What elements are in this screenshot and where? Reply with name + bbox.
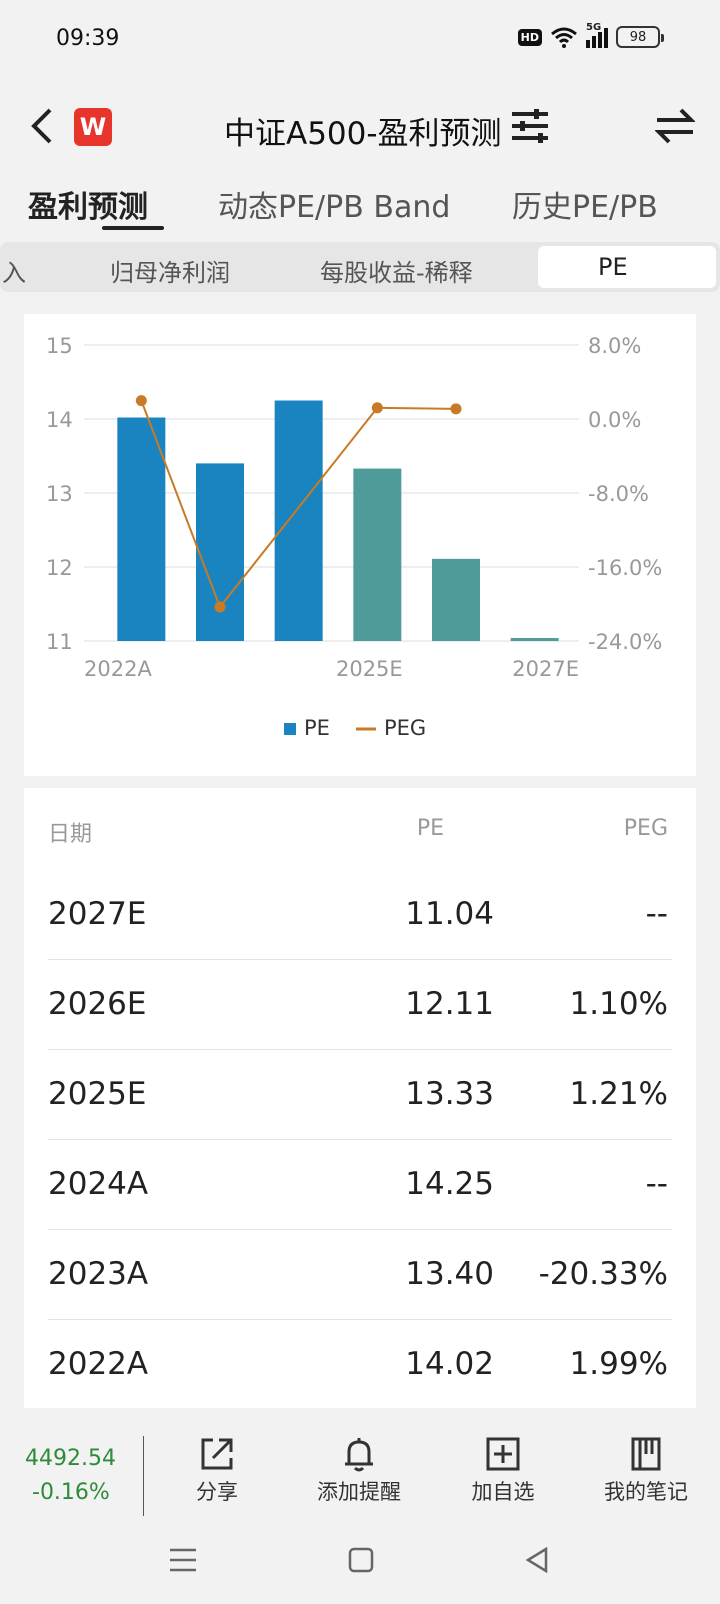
peg-line xyxy=(140,400,457,610)
legend-pe-swatch xyxy=(284,723,296,735)
table-card xyxy=(24,788,696,1408)
index-price: 4492.54 xyxy=(25,1446,116,1471)
y-left-tick: 14 xyxy=(46,408,73,432)
cell-date: 2027E xyxy=(48,896,147,932)
pe-bar xyxy=(117,417,166,641)
header-date: 日期 xyxy=(48,822,93,847)
share-button[interactable]: 分享 xyxy=(162,1436,272,1506)
home-icon[interactable] xyxy=(348,1546,374,1574)
y-right-tick: 8.0% xyxy=(588,334,641,358)
cell-peg: 1.10% xyxy=(569,986,668,1022)
share-icon xyxy=(201,1438,233,1470)
swap-icon[interactable] xyxy=(655,106,695,146)
tab-history-pe-pb[interactable]: 历史PE/PB xyxy=(512,190,658,225)
x-tick: 2022A xyxy=(84,657,152,681)
filter-icon[interactable] xyxy=(510,108,550,144)
back-nav-icon[interactable] xyxy=(524,1546,550,1574)
wifi-icon xyxy=(551,27,577,48)
pe-bar xyxy=(353,468,402,641)
cell-date: 2024A xyxy=(48,1166,149,1202)
index-change: -0.16% xyxy=(32,1480,110,1505)
pe-bar xyxy=(196,463,244,641)
y-right-tick: 0.0% xyxy=(588,408,641,432)
cell-pe: 11.04 xyxy=(405,896,494,932)
tab-earnings-forecast[interactable]: 盈利预测 xyxy=(28,190,148,225)
table-row: 2023A 13.40 -20.33% xyxy=(48,1230,672,1320)
cell-pe: 14.02 xyxy=(405,1346,494,1382)
notebook-icon xyxy=(631,1437,661,1471)
y-left-tick: 13 xyxy=(46,482,73,506)
table-row: 2022A 14.02 1.99% xyxy=(48,1320,672,1410)
pe-bar xyxy=(510,638,559,641)
peg-point xyxy=(371,402,383,414)
cell-pe: 14.25 xyxy=(405,1166,494,1202)
add-alert-button[interactable]: 添加提醒 xyxy=(304,1436,414,1506)
network-label: 5G xyxy=(586,22,602,33)
cell-pe: 13.33 xyxy=(405,1076,494,1112)
cell-peg: 1.21% xyxy=(569,1076,668,1112)
my-notes-label: 我的笔记 xyxy=(604,1480,688,1504)
status-icons: HD 5G 98 xyxy=(517,22,664,48)
pe-bar xyxy=(274,400,323,641)
legend-peg-label: PEG xyxy=(384,716,426,740)
y-left-tick: 11 xyxy=(46,630,73,654)
tab-underline xyxy=(102,226,164,230)
battery-icon: 98 xyxy=(616,26,664,48)
x-tick: 2027E xyxy=(512,657,579,681)
y-left-tick: 15 xyxy=(46,334,73,358)
my-notes-button[interactable]: 我的笔记 xyxy=(586,1436,706,1506)
add-watchlist-button[interactable]: 加自选 xyxy=(448,1436,558,1506)
y-left-tick: 12 xyxy=(46,556,73,580)
subtab-eps-diluted[interactable]: 每股收益-稀释 xyxy=(320,259,473,287)
y-right-tick: -8.0% xyxy=(588,482,649,506)
cell-date: 2026E xyxy=(48,986,147,1022)
cell-peg: -20.33% xyxy=(538,1256,668,1292)
cell-peg: 1.99% xyxy=(569,1346,668,1382)
add-watchlist-label: 加自选 xyxy=(471,1480,535,1504)
subtab-net-profit[interactable]: 归母净利润 xyxy=(110,259,230,287)
header-pe: PE xyxy=(416,816,444,841)
logo-icon: W xyxy=(74,108,112,146)
y-right-tick: -16.0% xyxy=(588,556,662,580)
cell-date: 2022A xyxy=(48,1346,149,1382)
cell-pe: 12.11 xyxy=(405,986,494,1022)
table-row: 2025E 13.33 1.21% xyxy=(48,1050,672,1140)
subtab-revenue[interactable]: 入 xyxy=(2,259,26,287)
pe-bar xyxy=(432,558,480,641)
bottom-divider xyxy=(143,1436,144,1516)
header-peg: PEG xyxy=(623,816,668,841)
table-row: 2026E 12.11 1.10% xyxy=(48,960,672,1050)
status-time: 09:39 xyxy=(56,26,120,51)
legend-pe-label: PE xyxy=(304,716,330,740)
pe-peg-chart: 15 14 13 12 11 8.0% 0.0% -8.0% -16.0% -24.0% 2022A… xyxy=(46,334,662,740)
add-watchlist-icon xyxy=(486,1437,520,1471)
peg-point xyxy=(135,395,147,407)
cell-pe: 13.40 xyxy=(405,1256,494,1292)
cell-peg: -- xyxy=(645,1166,668,1202)
y-right-tick: -24.0% xyxy=(588,630,662,654)
subtab-active-bg xyxy=(538,246,716,288)
page-title: 中证A500-盈利预测 xyxy=(224,116,502,152)
back-icon[interactable] xyxy=(30,106,54,153)
cell-peg: -- xyxy=(645,896,668,932)
subtab-pe[interactable]: PE xyxy=(598,253,628,281)
tab-pe-pb-band[interactable]: 动态PE/PB Band xyxy=(218,190,451,225)
menu-icon[interactable] xyxy=(168,1546,198,1574)
cell-date: 2025E xyxy=(48,1076,147,1112)
signal-icon: 5G xyxy=(586,22,608,48)
peg-point xyxy=(214,601,226,613)
bell-icon xyxy=(345,1438,373,1472)
table-row: 2027E 11.04 -- xyxy=(48,870,672,960)
cell-date: 2023A xyxy=(48,1256,149,1292)
hd-icon: HD xyxy=(517,28,542,46)
share-label: 分享 xyxy=(196,1480,238,1504)
add-alert-label: 添加提醒 xyxy=(317,1480,401,1504)
peg-point xyxy=(450,403,462,415)
x-tick: 2025E xyxy=(336,657,403,681)
table-row: 2024A 14.25 -- xyxy=(48,1140,672,1230)
